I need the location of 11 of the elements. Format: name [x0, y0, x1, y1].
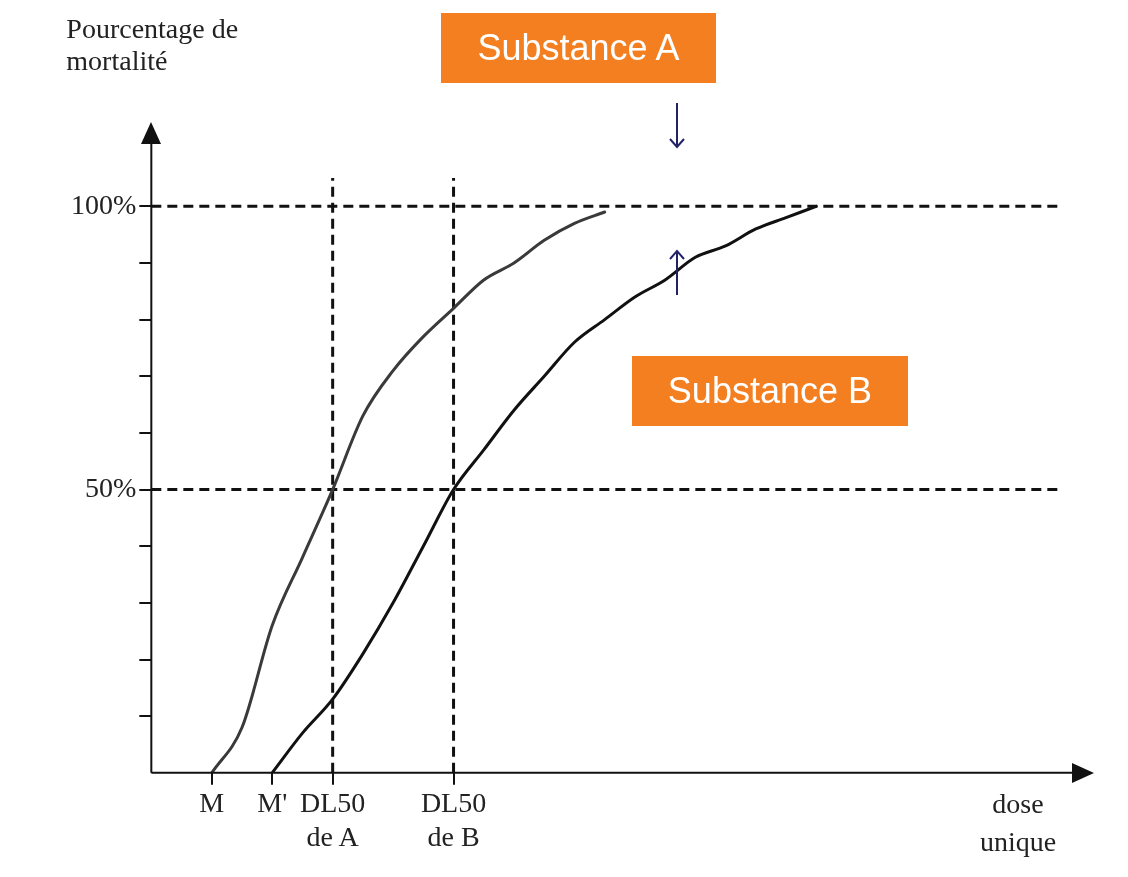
annotation: Substance B: [631, 356, 908, 427]
x-tick-label: M: [199, 786, 225, 818]
text: Substance A: [441, 13, 716, 83]
x-tick-label: M': [257, 786, 288, 818]
y-axis-title: Pourcentage de mortalité: [66, 13, 239, 76]
y-tick-label: 50%: [85, 471, 137, 503]
x-tick-label: DL50 de B: [420, 786, 487, 852]
x-axis-title: dose unique: [979, 787, 1057, 857]
x-tick-label: DL50 de A: [300, 786, 366, 852]
line-series: [210, 210, 607, 773]
y-tick-label: 100%: [71, 188, 137, 220]
